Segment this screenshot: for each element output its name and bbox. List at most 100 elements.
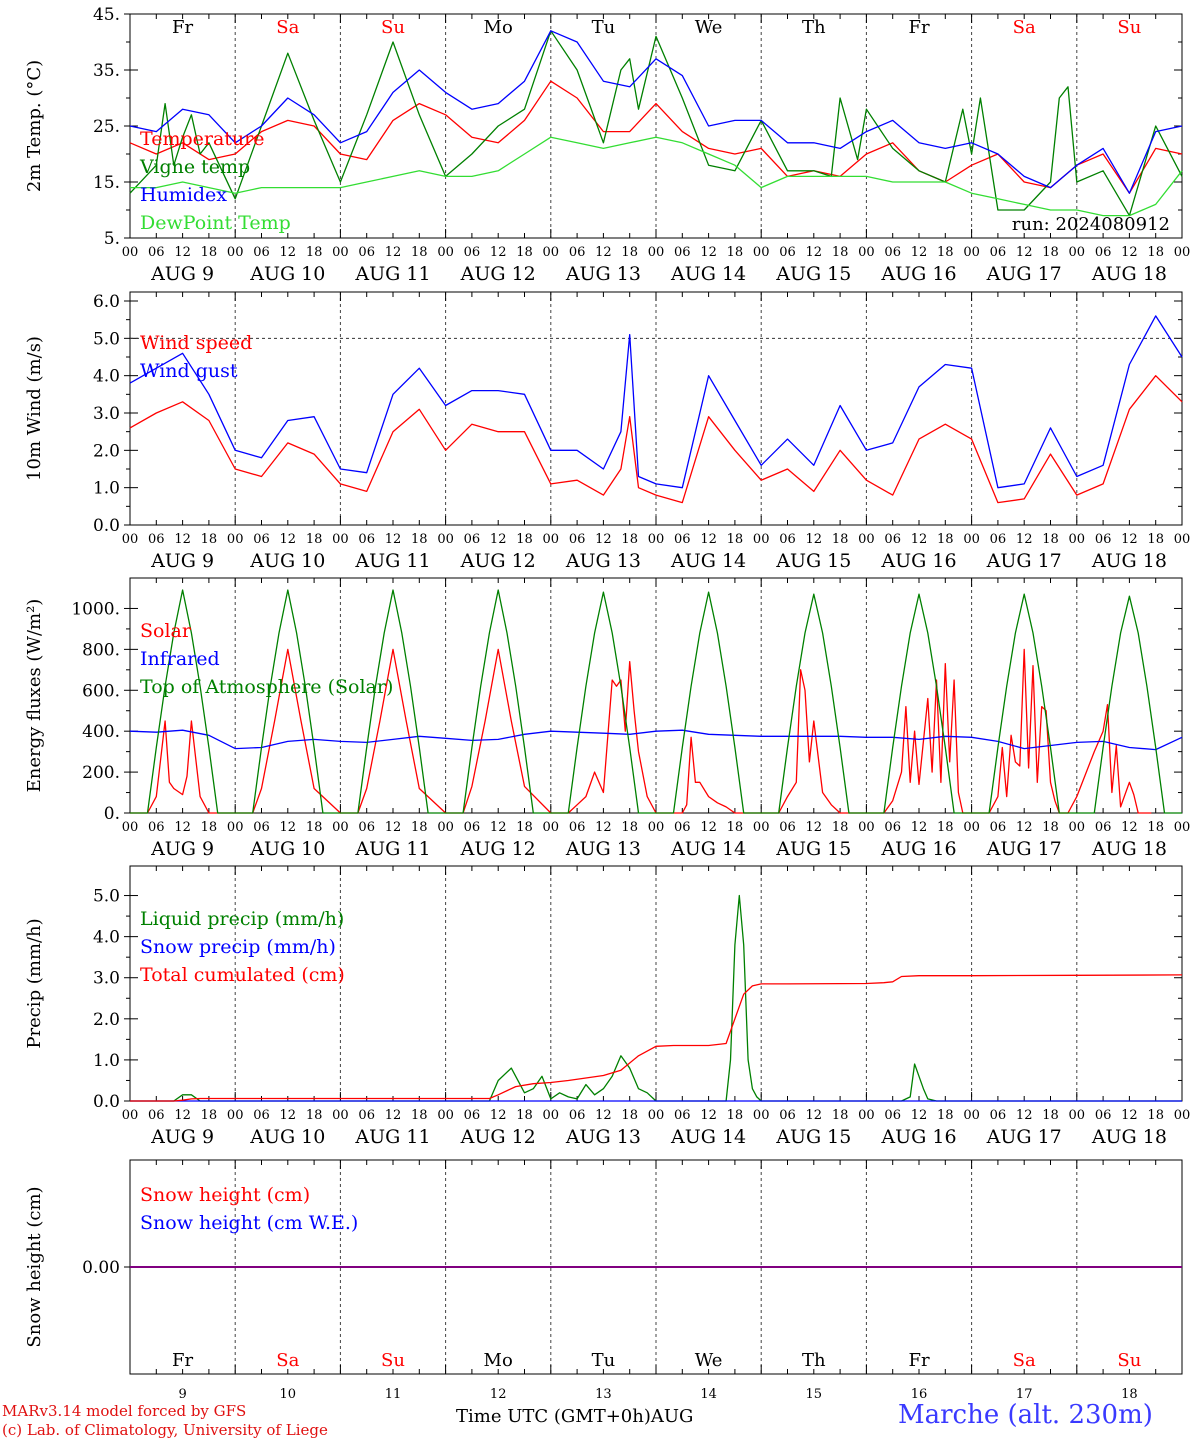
snow-y-axis-label: Snow height (cm): [24, 1186, 45, 1347]
wind-y-tick-label: 2.0: [93, 441, 120, 461]
temperature-series-temperature: [129, 80, 1183, 194]
energy-hour-label: 00: [963, 820, 980, 835]
temperature-y-tick-label: 15.: [93, 173, 120, 193]
wind-hour-label: 12: [174, 532, 191, 547]
precip-hour-label: 18: [201, 1108, 218, 1123]
wind-date-label: AUG 13: [565, 550, 641, 572]
temperature-hour-label: 00: [963, 245, 980, 260]
temperature-hour-label: 12: [490, 245, 507, 260]
wind-hour-label: 06: [1095, 532, 1112, 547]
x-axis-title: Time UTC (GMT+0h)AUG: [456, 1406, 694, 1427]
precip-hour-label: 06: [253, 1108, 270, 1123]
energy-series-solar: [130, 648, 1152, 814]
wind-hour-label: 18: [621, 532, 638, 547]
temperature-hour-label: 12: [1121, 245, 1138, 260]
wind-hour-label: 06: [779, 532, 796, 547]
energy-hour-label: 00: [648, 820, 665, 835]
temperature-hour-label: 12: [806, 245, 823, 260]
precip-hour-label: 06: [990, 1108, 1007, 1123]
day-name-label: Fr: [172, 17, 193, 38]
model-credit-line-1: MARv3.14 model forced by GFS: [2, 1402, 247, 1420]
energy-date-label: AUG 9: [150, 838, 214, 860]
energy-y-tick-label: 0.: [104, 804, 120, 824]
temperature-date-label: AUG 16: [880, 263, 956, 285]
day-number-label: 16: [911, 1387, 928, 1402]
temperature-hour-label: 18: [832, 245, 849, 260]
wind-hour-label: 12: [490, 532, 507, 547]
energy-date-label: AUG 17: [986, 838, 1062, 860]
precip-hour-label: 18: [727, 1108, 744, 1123]
energy-hour-label: 12: [595, 820, 612, 835]
wind-hour-label: 00: [858, 532, 875, 547]
temperature-hour-label: 18: [727, 245, 744, 260]
wind-hour-label: 12: [1016, 532, 1033, 547]
energy-legend-entry: Top of Atmosphere (Solar): [140, 676, 393, 698]
wind-date-label: AUG 16: [880, 550, 956, 572]
day-name-label-bottom: Th: [802, 1350, 826, 1371]
day-name-label: Su: [381, 17, 405, 38]
energy-hour-label: 12: [1016, 820, 1033, 835]
wind-hour-label: 00: [648, 532, 665, 547]
wind-series-wind-gust: [129, 315, 1183, 489]
energy-hour-label: 06: [569, 820, 586, 835]
precip-legend-entry: Total cumulated (cm): [140, 964, 345, 986]
energy-hour-label: 18: [832, 820, 849, 835]
precip-hour-label: 12: [490, 1108, 507, 1123]
energy-hour-label: 18: [621, 820, 638, 835]
precip-hour-label: 18: [621, 1108, 638, 1123]
energy-hour-label: 00: [1069, 820, 1086, 835]
precip-y-tick-label: 2.0: [93, 1010, 120, 1030]
energy-hour-label: 18: [306, 820, 323, 835]
wind-hour-label: 00: [437, 532, 454, 547]
wind-hour-label: 12: [280, 532, 297, 547]
precip-y-tick-label: 1.0: [93, 1051, 120, 1071]
wind-hour-label: 18: [1147, 532, 1164, 547]
precip-hour-label: 06: [779, 1108, 796, 1123]
temperature-hour-label: 00: [858, 245, 875, 260]
precip-series-total-cumulated-cm: [130, 974, 1183, 1102]
energy-hour-label: 12: [490, 820, 507, 835]
temperature-date-label: AUG 13: [565, 263, 641, 285]
temperature-hour-label: 06: [253, 245, 270, 260]
energy-hour-label: 00: [753, 820, 770, 835]
wind-legend-entry: Wind gust: [140, 360, 238, 382]
temperature-hour-label: 06: [148, 245, 165, 260]
temperature-hour-label: 12: [1016, 245, 1033, 260]
wind-hour-label: 18: [832, 532, 849, 547]
temperature-hour-label: 18: [306, 245, 323, 260]
temperature-hour-label: 06: [1095, 245, 1112, 260]
day-name-label: Th: [802, 17, 826, 38]
wind-date-label: AUG 10: [249, 550, 325, 572]
wind-y-tick-label: 3.0: [93, 404, 120, 424]
precip-y-axis-label: Precip (mm/h): [24, 918, 45, 1048]
wind-hour-label: 06: [569, 532, 586, 547]
temperature-hour-label: 00: [122, 245, 139, 260]
precip-hour-label: 06: [674, 1108, 691, 1123]
temperature-date-label: AUG 18: [1091, 263, 1167, 285]
energy-hour-label: 06: [779, 820, 796, 835]
temperature-hour-label: 00: [332, 245, 349, 260]
temperature-hour-label: 18: [1147, 245, 1164, 260]
energy-hour-label: 12: [174, 820, 191, 835]
wind-hour-label: 00: [963, 532, 980, 547]
day-number-label: 10: [280, 1387, 297, 1402]
precip-hour-label: 12: [806, 1108, 823, 1123]
wind-hour-label: 18: [201, 532, 218, 547]
precip-date-label: AUG 11: [354, 1126, 430, 1148]
precip-hour-label: 12: [385, 1108, 402, 1123]
precip-hour-label: 18: [832, 1108, 849, 1123]
temperature-hour-label: 00: [227, 245, 244, 260]
energy-hour-label: 18: [937, 820, 954, 835]
precip-hour-label: 00: [332, 1108, 349, 1123]
day-name-label: Su: [1117, 17, 1141, 38]
snow-y-tick-label: 0.00: [82, 1258, 120, 1278]
precip-hour-label: 06: [358, 1108, 375, 1123]
temperature-hour-label: 06: [569, 245, 586, 260]
precip-hour-label: 12: [700, 1108, 717, 1123]
wind-hour-label: 18: [411, 532, 428, 547]
temperature-date-label: AUG 15: [775, 263, 851, 285]
energy-date-label: AUG 11: [354, 838, 430, 860]
precip-y-tick-label: 0.0: [93, 1092, 120, 1112]
temperature-hour-label: 18: [516, 245, 533, 260]
precip-hour-label: 18: [937, 1108, 954, 1123]
